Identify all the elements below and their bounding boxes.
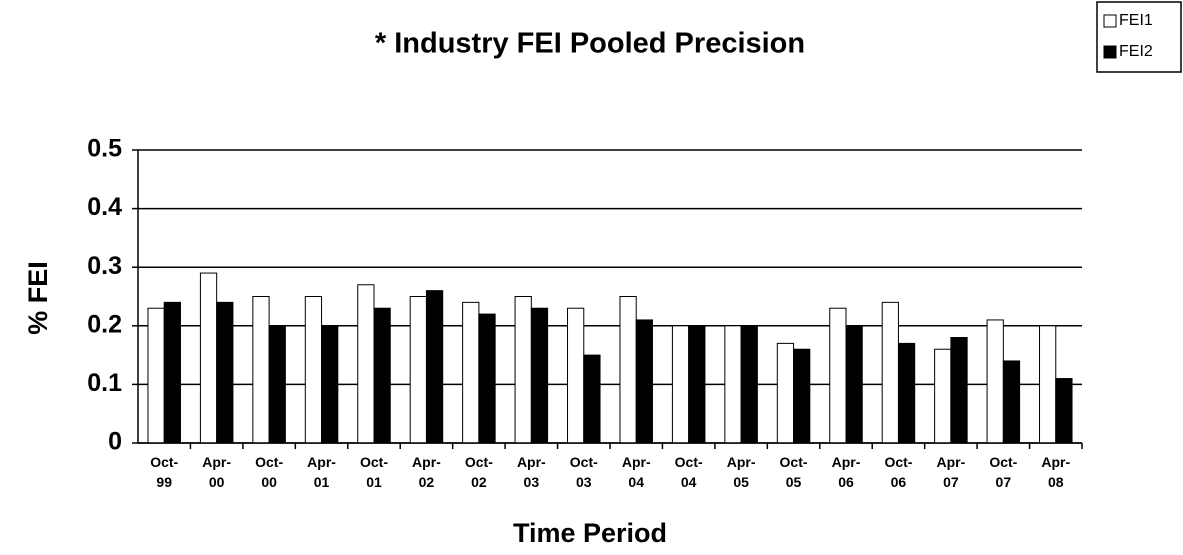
bar [793,348,811,444]
bar [1039,325,1057,444]
bar [740,325,758,444]
y-tick-label: 0.3 [87,252,122,280]
x-tick-label: Oct- 00 [255,454,284,490]
bar [268,325,286,444]
legend-label: FEI1 [1119,12,1153,29]
bar [776,342,795,444]
x-tick-label: Apr- 05 [726,454,756,490]
bar [724,325,742,444]
bar [619,296,637,444]
x-tick-label: Oct- 99 [150,454,179,490]
bar [635,319,653,444]
bar [986,319,1004,444]
bar [671,325,690,444]
y-tick-label: 0.2 [87,310,122,338]
legend-swatch [1103,45,1117,59]
x-axis-title: Time Period [513,518,667,548]
legend-label: FEI2 [1119,43,1153,60]
x-tick-label: Apr- 00 [202,454,232,490]
bar [950,337,968,444]
x-tick-label: Apr- 08 [1041,454,1071,490]
bar [425,290,444,444]
bar [304,296,323,444]
bar [934,348,952,444]
bar [252,296,270,444]
bar [373,307,391,444]
bar [357,284,375,444]
y-tick-label: 0.1 [87,369,122,397]
bar [881,301,899,444]
bar [1002,360,1021,444]
x-tick-label: Apr- 03 [516,454,546,490]
bar [829,307,847,444]
x-tick-label: Apr- 04 [621,454,651,490]
x-tick-label: Apr- 06 [831,454,861,490]
x-tick-label: Oct- 01 [360,454,388,490]
x-tick-label: Oct- 04 [674,454,703,490]
y-tick-label: 0.4 [87,193,122,221]
x-tick-label: Oct- 06 [884,454,913,490]
bar [409,296,427,444]
bar [147,307,165,444]
y-axis-title: % FEI [23,261,53,335]
bar [567,307,585,444]
x-tick-label: Apr- 02 [412,454,441,490]
bar [321,325,339,444]
legend-box [1096,1,1182,73]
y-tick-label: 0.5 [87,135,122,163]
bar [216,301,234,444]
bar [199,272,218,444]
bar [478,313,496,444]
bar [530,307,549,444]
x-tick-label: Oct- 03 [569,454,598,490]
legend-swatch [1103,14,1117,28]
bar [688,325,706,444]
x-tick-label: Apr- 01 [307,454,336,490]
x-tick-label: Oct- 05 [779,454,808,490]
bar [462,301,480,444]
bar [1055,378,1073,444]
bar [583,354,601,444]
x-tick-label: Oct- 07 [989,454,1018,490]
bar [845,325,863,444]
bar [514,296,532,444]
x-tick-label: Oct- 02 [464,454,493,490]
x-tick-label: Apr- 07 [936,454,966,490]
y-tick-label: 0 [108,428,122,456]
chart-title: * Industry FEI Pooled Precision [375,28,805,60]
bar [897,342,916,444]
bar [163,301,181,444]
